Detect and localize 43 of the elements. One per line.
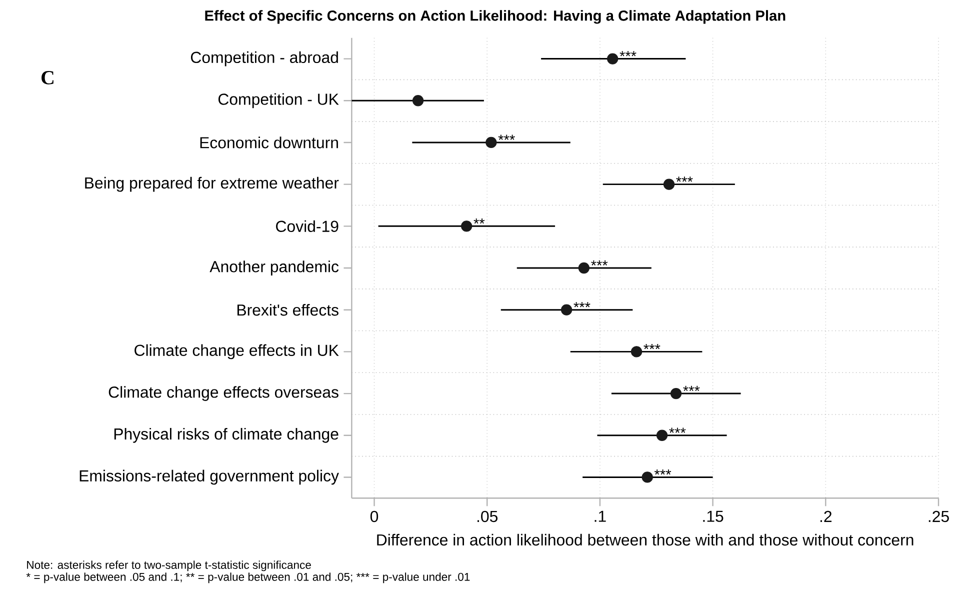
point (656, 430, 668, 442)
data-label: *** (654, 470, 672, 475)
y-tick-label: Economic downturn (200, 136, 338, 148)
y-tick-label: Covid-19 (276, 220, 338, 232)
point (486, 137, 497, 148)
data-label: *** (591, 260, 608, 266)
y-tick-label: Physical risks of climate change (114, 428, 338, 443)
x-tick-label: .25 (928, 510, 949, 522)
text: * = p-value between .05 and .1; ** = p-value between .01 and .05; *** = p-value under .01 (26, 572, 470, 584)
point (412, 95, 424, 106)
point (607, 53, 618, 64)
data-label: ** (474, 218, 485, 224)
data-label: *** (574, 302, 590, 308)
x-tick-label: .15 (703, 510, 724, 522)
data-label: *** (644, 344, 660, 350)
point (670, 388, 682, 400)
data-label: *** (669, 428, 686, 433)
point (460, 220, 472, 232)
y-tick-label: Climate change effects overseas (108, 386, 338, 402)
point (560, 304, 572, 316)
point (630, 346, 642, 358)
y-tick-label: Competition - UK (218, 93, 339, 108)
x-axis-title: Difference in action likelihood between those with and those without concern (377, 534, 914, 546)
point (578, 262, 590, 274)
y-tick-label: Being prepared for extreme weather (85, 177, 339, 192)
y-tick-label: Emissions-related government policy (80, 470, 339, 485)
y-tick-label: Another pandemic (210, 260, 339, 276)
data-label: *** (498, 134, 515, 140)
data-label: *** (683, 386, 700, 392)
chart-title: Effect of Specific Concerns on Action Likelihood: Having a Climate Adaptation Plan (205, 10, 786, 24)
y-tick-label: Competition - abroad (190, 51, 338, 66)
y-tick-label: Climate change effects in UK (134, 344, 339, 360)
x-tick-label: .2 (820, 510, 832, 522)
x-tick-label: .05 (477, 510, 498, 522)
point (642, 472, 653, 483)
y-tick-label: Brexit's effects (237, 304, 338, 316)
text: C (42, 71, 54, 85)
data-label: *** (620, 51, 636, 56)
text: Note: asterisks refer to two-sample t-statistic significance (27, 560, 311, 572)
point (663, 178, 675, 190)
data-label: *** (676, 176, 693, 182)
x-tick-label: .1 (594, 510, 606, 522)
x-tick-label: 0 (370, 510, 378, 522)
